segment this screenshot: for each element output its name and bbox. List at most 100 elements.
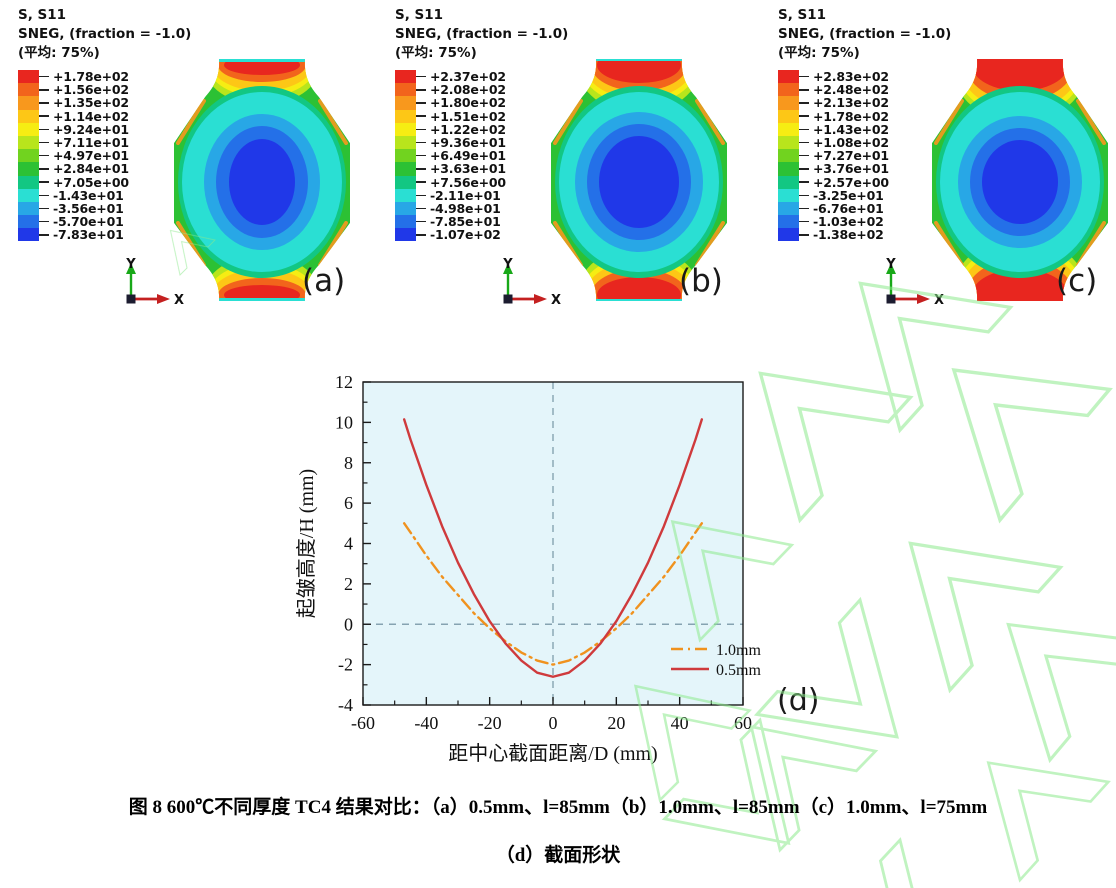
colorbar-tick bbox=[799, 115, 809, 117]
svg-text:-20: -20 bbox=[478, 713, 502, 733]
svg-text:12: 12 bbox=[335, 372, 353, 392]
colorbar-tick bbox=[799, 234, 809, 236]
colorbar-tick bbox=[799, 128, 809, 131]
colorbar-row: +6.49e+01 bbox=[395, 149, 506, 162]
svg-text:X: X bbox=[551, 293, 561, 308]
colorbar-b: +2.37e+02 +2.08e+02 +1.80e+02 +1.51e+02 +1.2… bbox=[395, 70, 506, 241]
panel-label-a: (a) bbox=[302, 263, 346, 299]
svg-text:起皱高度/H (mm): 起皱高度/H (mm) bbox=[295, 469, 318, 618]
sneg-fraction-label: SNEG, (fraction = -1.0) bbox=[18, 26, 192, 42]
colorbar-tick bbox=[416, 181, 426, 183]
colorbar-swatch bbox=[778, 228, 799, 242]
colorbar-row: +2.84e+01 bbox=[18, 161, 129, 177]
colorbar-row: +1.56e+02 bbox=[18, 83, 129, 96]
colorbar-value: +2.84e+01 bbox=[53, 161, 129, 177]
colorbar-value: +3.76e+01 bbox=[813, 161, 889, 177]
colorbar-swatch bbox=[18, 175, 39, 189]
colorbar-swatch bbox=[18, 188, 39, 202]
colorbar-tick bbox=[39, 181, 49, 183]
colorbar-swatch bbox=[395, 149, 416, 163]
colorbar-tick bbox=[416, 102, 426, 104]
colorbar-row: +1.78e+02 bbox=[778, 108, 889, 124]
colorbar-value: +1.14e+02 bbox=[53, 108, 129, 124]
colorbar-value: +2.57e+00 bbox=[813, 174, 889, 190]
colorbar-value: -3.56e+01 bbox=[53, 200, 124, 216]
colorbar-value: +7.05e+00 bbox=[53, 174, 129, 190]
colorbar-tick bbox=[39, 194, 49, 197]
colorbar-value: +1.78e+02 bbox=[813, 108, 889, 124]
colorbar-swatch bbox=[778, 215, 799, 229]
colorbar-value: +1.22e+02 bbox=[430, 121, 506, 137]
colorbar-swatch bbox=[395, 109, 416, 123]
colorbar-swatch bbox=[778, 188, 799, 202]
colorbar-tick bbox=[799, 154, 809, 157]
colorbar-tick bbox=[416, 220, 426, 223]
colorbar-row: +2.08e+02 bbox=[395, 83, 506, 96]
colorbar-swatch bbox=[395, 188, 416, 202]
colorbar-row: -7.85e+01 bbox=[395, 215, 506, 228]
colorbar-swatch bbox=[18, 122, 39, 136]
colorbar-swatch bbox=[395, 228, 416, 242]
svg-text:40: 40 bbox=[671, 713, 689, 733]
colorbar-value: -6.76e+01 bbox=[813, 200, 884, 216]
field-output-label: S, S11 bbox=[395, 7, 444, 23]
colorbar-swatch bbox=[395, 122, 416, 136]
colorbar-value: +2.13e+02 bbox=[813, 95, 889, 111]
svg-text:-4: -4 bbox=[338, 695, 353, 715]
colorbar-row: +1.35e+02 bbox=[18, 96, 129, 110]
svg-text:-40: -40 bbox=[414, 713, 438, 733]
colorbar-row: +9.36e+01 bbox=[395, 136, 506, 149]
figure-caption-line-2: （d）截面形状 bbox=[495, 845, 621, 866]
colorbar-swatch bbox=[18, 149, 39, 163]
colorbar-swatch bbox=[395, 135, 416, 150]
svg-text:4: 4 bbox=[344, 534, 353, 554]
svg-text:Y: Y bbox=[502, 257, 513, 272]
panel-label-c: (c) bbox=[1056, 263, 1098, 299]
svg-text:20: 20 bbox=[607, 713, 625, 733]
colorbar-tick bbox=[39, 89, 49, 91]
svg-text:10: 10 bbox=[335, 412, 353, 432]
colorbar-value: -7.85e+01 bbox=[430, 214, 501, 230]
colorbar-swatch bbox=[778, 96, 799, 110]
colorbar-tick bbox=[799, 181, 809, 183]
colorbar-swatch bbox=[778, 83, 799, 97]
svg-text:X: X bbox=[174, 293, 184, 308]
colorbar-swatch bbox=[18, 135, 39, 150]
svg-text:1.0mm: 1.0mm bbox=[716, 642, 761, 659]
colorbar-row: +1.08e+02 bbox=[778, 136, 889, 149]
colorbar-swatch bbox=[18, 215, 39, 229]
colorbar-row: +7.56e+00 bbox=[395, 175, 506, 189]
colorbar-row: +2.13e+02 bbox=[778, 95, 889, 111]
colorbar-row: +1.80e+02 bbox=[395, 96, 506, 110]
colorbar-tick bbox=[416, 168, 426, 170]
colorbar-tick bbox=[799, 207, 809, 210]
figure-caption-line-1: 图 8 600℃不同厚度 TC4 结果对比：（a）0.5mm、l=85mm（b）… bbox=[128, 797, 988, 818]
contour-c-title: S, S11 SNEG, (fraction = -1.0) (平均: 75%) bbox=[778, 6, 951, 63]
colorbar-tick bbox=[416, 234, 426, 236]
colorbar-value: -2.11e+01 bbox=[430, 187, 501, 203]
colorbar-swatch bbox=[778, 122, 799, 136]
colorbar-value: +1.56e+02 bbox=[53, 82, 129, 98]
colorbar-row: +1.78e+02 bbox=[18, 70, 129, 83]
colorbar-value: +9.24e+01 bbox=[53, 121, 129, 137]
colorbar-tick bbox=[39, 75, 49, 78]
colorbar-row: +3.63e+01 bbox=[395, 162, 506, 176]
colorbar-row: +4.97e+01 bbox=[18, 149, 129, 162]
colorbar-swatch bbox=[395, 96, 416, 110]
colorbar-swatch bbox=[778, 70, 799, 84]
colorbar-swatch bbox=[778, 162, 799, 176]
colorbar-value: +7.11e+01 bbox=[53, 134, 129, 150]
svg-text:0: 0 bbox=[344, 614, 353, 634]
colorbar-tick bbox=[39, 102, 49, 104]
colorbar-row: +2.83e+02 bbox=[778, 70, 889, 83]
colorbar-value: +1.51e+02 bbox=[430, 108, 506, 124]
colorbar-tick bbox=[799, 75, 809, 78]
contour-b-title: S, S11 SNEG, (fraction = -1.0) (平均: 75%) bbox=[395, 6, 568, 63]
colorbar-value: +9.36e+01 bbox=[430, 134, 506, 150]
colorbar-swatch bbox=[18, 228, 39, 242]
colorbar-tick bbox=[416, 115, 426, 117]
colorbar-value: -1.38e+02 bbox=[813, 227, 884, 243]
colorbar-value: +2.08e+02 bbox=[430, 82, 506, 98]
colorbar-swatch bbox=[395, 201, 416, 216]
colorbar-tick bbox=[799, 168, 809, 170]
